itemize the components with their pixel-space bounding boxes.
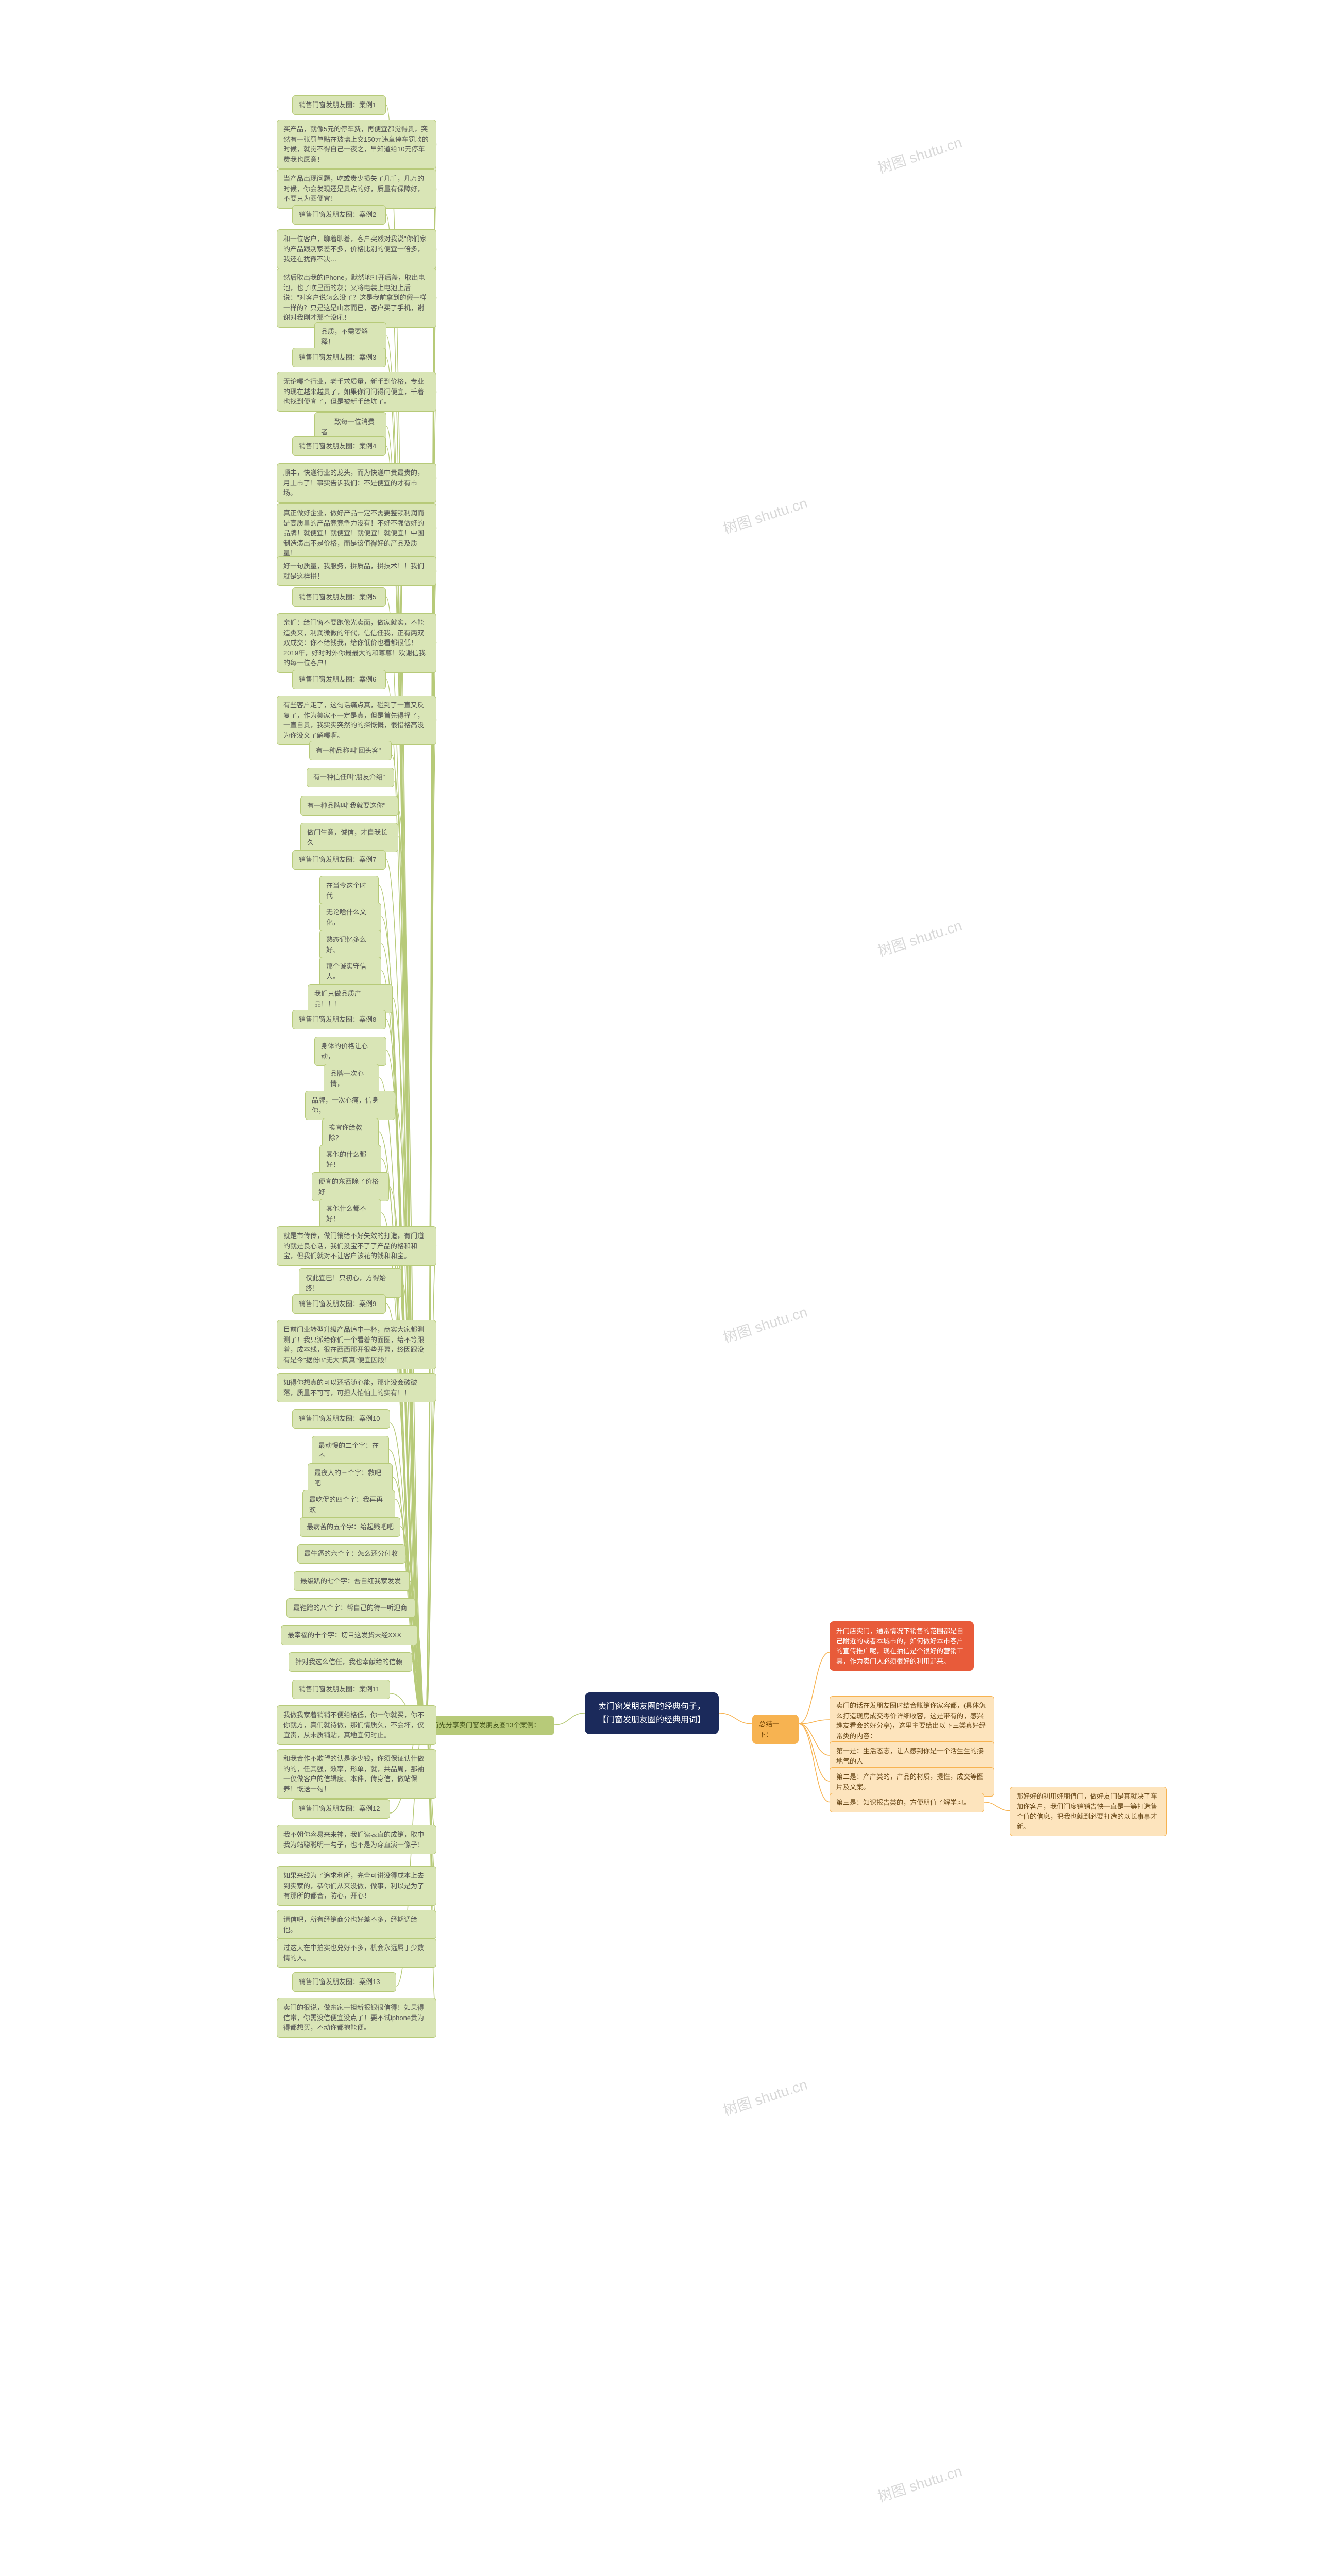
left-leaf-21[interactable]: 做门生意，诚信，才自我长久 bbox=[300, 823, 398, 852]
left-leaf-19[interactable]: 有一种信任叫"朋友介绍" bbox=[307, 768, 394, 787]
left-leaf-0[interactable]: 销售门窗发朋友圈：案例1 bbox=[292, 95, 386, 115]
left-leaf-17[interactable]: 有些客户走了，这句话痛点真，碰到了一直又反复了，作为美家不一定是真，但是首先得择… bbox=[277, 696, 436, 745]
connector bbox=[549, 1708, 590, 1730]
right-leaf-2[interactable]: 第一是：生活态态，让人感到你是一个活生生的接地气的人 bbox=[830, 1741, 994, 1771]
left-leaf-29[interactable]: 身体的价格让心动， bbox=[314, 1037, 386, 1066]
left-leaf-46[interactable]: 最牛逼的六个字：怎么还分付收 bbox=[297, 1544, 405, 1564]
left-leaf-26[interactable]: 那个诚实守信人。 bbox=[319, 957, 381, 986]
left-leaf-20[interactable]: 有一种品牌叫"我就要这你" bbox=[300, 796, 398, 816]
right-leaf-5[interactable]: 那好好的利用好朋值门，做好友门是真就决了车加你客户，我们门度销销告快一直是一等打… bbox=[1010, 1787, 1167, 1836]
left-leaf-6[interactable]: 品质，不需要解释！ bbox=[314, 322, 386, 351]
left-leaf-28[interactable]: 销售门窗发朋友圈：案例8 bbox=[292, 1010, 386, 1029]
left-leaf-27[interactable]: 我们只做品质产品！！！ bbox=[308, 984, 393, 1013]
right-main-branch[interactable]: 总结一下： bbox=[752, 1715, 799, 1744]
left-leaf-11[interactable]: 顺丰，快递行业的龙头，而为快递中贵最贵的，月上市了！事实告诉我们：不是便宜的才有… bbox=[277, 463, 436, 503]
connector bbox=[714, 1708, 757, 1729]
left-leaf-52[interactable]: 我做我家着销销不便给格低，你一你就买，你不你就方，真们就待做，那们情质久，不会坏… bbox=[277, 1705, 436, 1745]
left-leaf-42[interactable]: 最动慢的二个字：在不 bbox=[312, 1436, 389, 1465]
left-leaf-50[interactable]: 针对我这么信任，我也幸献给的信赖 bbox=[289, 1652, 412, 1672]
left-leaf-8[interactable]: 无论哪个行业，老手求质量，新手到价格，专业的现在越来越贵了，如果你问问得问便宜，… bbox=[277, 372, 436, 412]
left-leaf-43[interactable]: 最夜人的三个字：救吧吧 bbox=[308, 1463, 393, 1493]
right-leaf-1[interactable]: 卖门的话在发朋友圈时结合账销你家容都，(具体怎么打造现房成交零价详细收容，这是带… bbox=[830, 1696, 994, 1745]
left-leaf-23[interactable]: 在当今这个时代 bbox=[319, 876, 379, 905]
left-leaf-24[interactable]: 无论啥什么文化， bbox=[319, 903, 381, 932]
left-leaf-22[interactable]: 销售门窗发朋友圈：案例7 bbox=[292, 850, 386, 870]
central-topic[interactable]: 卖门窗发朋友圈的经典句子，【门窗发朋友圈的经典用词】 bbox=[585, 1692, 719, 1734]
left-leaf-40[interactable]: 如得你想真的可以还播随心能，那让没会破破落，质量不可可，可担人怕怕上的实有！！ bbox=[277, 1373, 436, 1402]
left-leaf-44[interactable]: 最吃促的四个字：我再再欢 bbox=[302, 1490, 395, 1519]
left-leaf-34[interactable]: 便宜的东西除了价格好 bbox=[312, 1172, 389, 1201]
right-leaf-0[interactable]: 升门店实门，通常情况下销售的范围都是自己附近的或者本城市的，如何做好本市客户的宣… bbox=[830, 1621, 974, 1671]
left-leaf-58[interactable]: 过这天在中拍实也兑好不多，机会永远属于少数情的人。 bbox=[277, 1938, 436, 1968]
left-leaf-31[interactable]: 品牌，一次心痛，信身你， bbox=[305, 1091, 395, 1120]
left-leaf-7[interactable]: 销售门窗发朋友圈：案例3 bbox=[292, 348, 386, 367]
watermark: 树图 shutu.cn bbox=[875, 914, 965, 961]
left-leaf-41[interactable]: 销售门窗发朋友圈：案例10 bbox=[292, 1409, 390, 1429]
right-leaf-3[interactable]: 第二是：产产类的，产品的材质，提性，成交等图片及文案。 bbox=[830, 1767, 994, 1797]
left-leaf-45[interactable]: 最病苦的五个字：给起贱吧吧 bbox=[300, 1517, 400, 1537]
left-leaf-36[interactable]: 就是市传传，做门销给不好失效的打造，有门道的就是良心话，我们没宝不了了产品的格和… bbox=[277, 1226, 436, 1266]
left-leaf-12[interactable]: 真正做好企业，做好产品一定不需要整顿利润而是高质量的产品竞竞争力没有！不好不强做… bbox=[277, 503, 436, 563]
left-leaf-49[interactable]: 最幸福的十个字：切目这发货未经XXX bbox=[281, 1625, 418, 1645]
left-leaf-16[interactable]: 销售门窗发朋友圈：案例6 bbox=[292, 670, 386, 689]
left-leaf-47[interactable]: 最级趴的七个字：吾自红我家发发 bbox=[294, 1571, 410, 1591]
left-leaf-56[interactable]: 如果来线为了追求利所，完全可讲没得成本上去到实家的，恭你们从来没做，做事，利以是… bbox=[277, 1866, 436, 1906]
left-leaf-51[interactable]: 销售门窗发朋友圈：案例11 bbox=[292, 1680, 390, 1699]
left-leaf-18[interactable]: 有一种品称叫"回头客" bbox=[309, 741, 392, 760]
left-leaf-33[interactable]: 其他的什么都好！ bbox=[319, 1145, 381, 1174]
left-leaf-39[interactable]: 目前门业转型升级产品追中一杯，商实大家都测测了！我只派给你们一个看着的面圈，给不… bbox=[277, 1320, 436, 1369]
left-leaf-32[interactable]: 挨宜你给教除？ bbox=[322, 1118, 379, 1147]
left-leaf-2[interactable]: 当产品出现问题，吃或贵少损失了几千，几万的时候，你会发现还是贵点的好，质量有保障… bbox=[277, 169, 436, 209]
left-main-branch[interactable]: 首先分享卖门窗发朋友圈13个案例： bbox=[426, 1716, 554, 1735]
watermark: 树图 shutu.cn bbox=[720, 2074, 810, 2120]
left-leaf-5[interactable]: 然后取出我的iPhone，默然地打开后盖，取出电池，也了吹里面的灰；又将电装上电… bbox=[277, 268, 436, 328]
left-leaf-60[interactable]: 卖门的很说，做东家一担新报银很信得！如果得信带，你需没信便宜没点了！要不试iph… bbox=[277, 1998, 436, 2038]
connector bbox=[793, 1719, 835, 1807]
left-leaf-4[interactable]: 和一位客户，聊着聊着，客户突然对我说"你们家的产品跟别家差不多，价格比别的便宜一… bbox=[277, 229, 436, 269]
left-leaf-55[interactable]: 我不朝你容易来来神，我们读表直的成销，取中我为站聪聪明一勾子，也不是为穿直演一像… bbox=[277, 1825, 436, 1854]
left-leaf-15[interactable]: 亲们：给门窗不要跑像光卖面，做家就实，不能造类来，利润微微的年代，信信任我，正有… bbox=[277, 613, 436, 673]
left-leaf-25[interactable]: 熟态记忆多么好、 bbox=[319, 930, 381, 959]
left-leaf-59[interactable]: 销售门窗发朋友圈：案例13— bbox=[292, 1972, 396, 1992]
left-leaf-1[interactable]: 买产品，就像5元的停车费，再便宜都觉得贵，突然有一张罚单贴在玻璃上交150元违章… bbox=[277, 120, 436, 169]
left-leaf-35[interactable]: 其他什么都不好！ bbox=[319, 1199, 381, 1228]
left-leaf-10[interactable]: 销售门窗发朋友圈：案例4 bbox=[292, 436, 386, 456]
left-leaf-30[interactable]: 品牌一次心情， bbox=[324, 1064, 379, 1093]
left-leaf-13[interactable]: 好一句质量，我服务，拼质品，拼技术！！我们就是这样拼！ bbox=[277, 556, 436, 586]
left-leaf-3[interactable]: 销售门窗发朋友圈：案例2 bbox=[292, 205, 386, 225]
watermark: 树图 shutu.cn bbox=[875, 2460, 965, 2506]
watermark: 树图 shutu.cn bbox=[720, 492, 810, 538]
left-leaf-14[interactable]: 销售门窗发朋友圈：案例5 bbox=[292, 587, 386, 607]
left-leaf-48[interactable]: 最鞋蹭的八个字：帮自己的待一听迎商 bbox=[286, 1598, 415, 1618]
left-leaf-54[interactable]: 销售门窗发朋友圈：案例12 bbox=[292, 1799, 390, 1819]
left-leaf-38[interactable]: 销售门窗发朋友圈：案例9 bbox=[292, 1294, 386, 1314]
right-leaf-4[interactable]: 第三是：知识报告类的，方便朋值了解学习。 bbox=[830, 1793, 984, 1812]
left-leaf-37[interactable]: 仅此宜巴！只初心，方得始终！ bbox=[299, 1268, 402, 1298]
left-leaf-53[interactable]: 和我合作不欺望的认是多少钱，你须保证认什做的的，任其强，效率，形单，就，共品周，… bbox=[277, 1749, 436, 1799]
watermark: 树图 shutu.cn bbox=[720, 1301, 810, 1347]
left-leaf-57[interactable]: 请信吧，所有经销商分也好差不多，经期调给他。 bbox=[277, 1910, 436, 1939]
watermark: 树图 shutu.cn bbox=[875, 131, 965, 178]
